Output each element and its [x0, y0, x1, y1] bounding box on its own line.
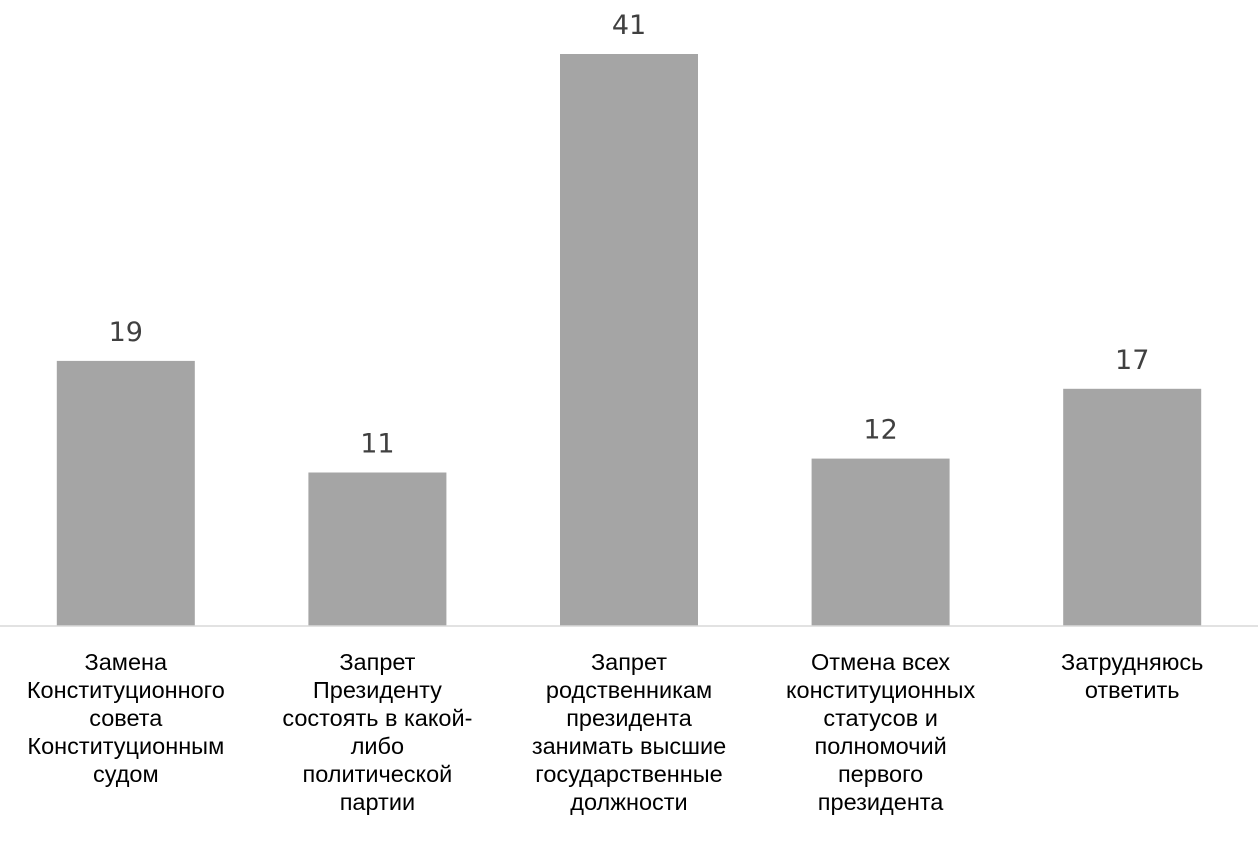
bar-4 [1063, 388, 1202, 626]
data-label-2: 41 [612, 10, 646, 41]
category-label-line: полномочий [814, 733, 947, 759]
category-label-line: Отмена всех [811, 649, 951, 675]
category-label-line: Конституционным [27, 733, 225, 759]
category-label-line: президента [817, 789, 944, 815]
category-label-line: Запрет [339, 649, 416, 675]
data-label-0: 19 [109, 317, 143, 348]
category-label-line: ответить [1084, 677, 1180, 703]
category-label-line: конституционных [785, 677, 976, 703]
category-label-line: совета [89, 705, 163, 731]
category-label-line: государственные [535, 761, 723, 787]
category-label-line: судом [92, 761, 159, 787]
category-label-line: партии [339, 789, 416, 815]
category-label-line: президента [566, 705, 692, 731]
category-label-line: состоять в какой- [282, 705, 473, 731]
bar-0 [56, 360, 195, 626]
category-label-1: Запрет Президенту состоять в какой-либо пол… [247, 648, 507, 816]
category-label-line: Конституционного [26, 677, 225, 703]
value-labels-group: 19 11 41 12 17 [109, 10, 1150, 460]
category-label-line: Замена [84, 649, 168, 675]
category-label-line: либо [350, 733, 405, 759]
category-label-line: политической [302, 761, 453, 787]
category-label-line: статусов и [823, 705, 938, 731]
category-label-4: Затрудняюсь ответить [1002, 648, 1258, 704]
category-label-line: первого [837, 761, 924, 787]
bar-3 [811, 458, 950, 626]
category-label-line: родственникам [545, 677, 713, 703]
category-label-line: Затрудняюсь [1061, 649, 1204, 675]
category-label-line: Запрет [590, 649, 668, 675]
bar-2 [560, 54, 698, 626]
data-label-4: 17 [1115, 345, 1149, 376]
bars-group [56, 54, 1202, 626]
category-label-3: Отмена всех конституционных статусов и полн… [751, 648, 1011, 816]
category-label-line: должности [570, 789, 688, 815]
data-label-3: 12 [863, 415, 897, 446]
data-label-1: 11 [360, 429, 394, 460]
bar-1 [308, 472, 447, 626]
category-label-line: Президенту [312, 677, 442, 703]
category-label-line: занимать высшие [531, 733, 727, 759]
category-label-0: Замена Конституционного совета Конституцион… [0, 648, 256, 788]
category-label-2: Запрет родственникам президента занимать вы… [499, 648, 759, 816]
